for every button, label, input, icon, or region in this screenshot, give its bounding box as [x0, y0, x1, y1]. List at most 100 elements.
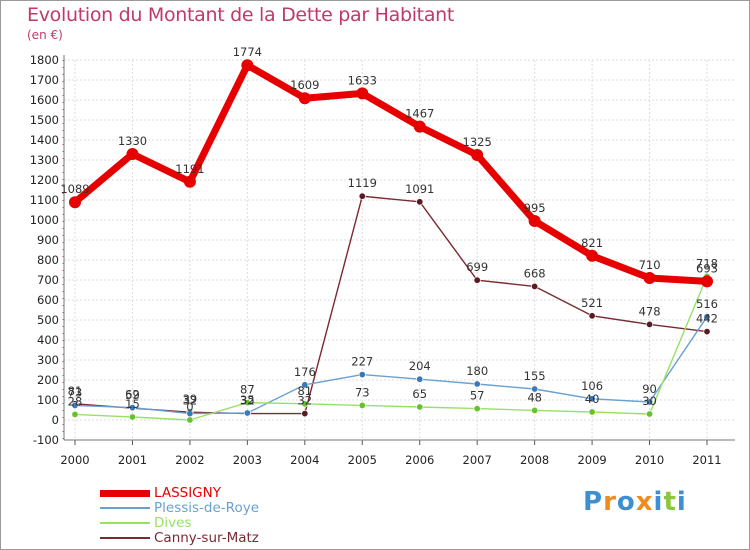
data-label: 478 [639, 304, 661, 318]
legend-item: LASSIGNY [100, 486, 360, 501]
data-point [301, 381, 309, 389]
logo-letter: P [583, 487, 604, 517]
y-tick-label: 400 [37, 333, 59, 347]
y-tick-label: 1000 [30, 213, 59, 227]
chart-title: Evolution du Montant de la Dette par Hab… [27, 4, 455, 26]
data-point [588, 312, 596, 320]
data-label: 442 [696, 312, 718, 326]
y-tick-label: 1700 [30, 73, 59, 87]
data-point [531, 282, 539, 290]
data-label: 32 [297, 394, 312, 408]
data-label: 73 [68, 385, 83, 399]
y-tick-label: 1500 [30, 113, 59, 127]
y-tick-label: 1300 [30, 153, 59, 167]
data-point [646, 410, 654, 418]
data-label: 90 [642, 382, 657, 396]
data-label: 81 [297, 384, 312, 398]
x-tick-label: 2007 [463, 453, 492, 467]
data-label: 995 [524, 201, 546, 215]
data-label: 1774 [233, 45, 262, 59]
x-tick-label: 2010 [635, 453, 664, 467]
data-label: 1633 [348, 73, 377, 87]
data-label: 155 [524, 369, 546, 383]
legend-swatch [100, 537, 150, 539]
x-tick-label: 2001 [118, 453, 147, 467]
y-tick-label: 1800 [30, 53, 59, 67]
y-tick-label: -100 [33, 433, 59, 447]
data-point [531, 406, 539, 414]
data-label: 40 [585, 392, 600, 406]
proxiti-logo: Proxiti [583, 487, 687, 517]
data-point [413, 120, 426, 133]
data-point [588, 395, 596, 403]
data-label: 59 [125, 388, 140, 402]
data-point [356, 87, 369, 100]
data-label: 32 [240, 394, 255, 408]
data-label: 32 [183, 394, 198, 408]
data-label: 1119 [348, 176, 377, 190]
y-tick-label: 700 [37, 273, 59, 287]
data-point [586, 249, 599, 262]
data-point [646, 398, 654, 406]
data-point [186, 416, 194, 424]
x-tick-label: 2008 [520, 453, 549, 467]
data-point [473, 380, 481, 388]
data-point [128, 404, 136, 412]
data-label: 106 [581, 379, 603, 393]
data-label: 39 [183, 392, 198, 406]
data-point [69, 196, 81, 209]
x-tick-label: 2000 [60, 453, 89, 467]
y-tick-label: 1200 [30, 173, 59, 187]
y-tick-label: 1600 [30, 93, 59, 107]
data-point [243, 409, 251, 417]
legend-label: Plessis-de-Roye [154, 500, 259, 516]
data-point [126, 148, 139, 160]
data-point [416, 403, 424, 411]
data-point [703, 328, 711, 336]
legend-label: Dives [154, 515, 192, 531]
data-label: 1330 [118, 134, 147, 148]
logo-letter: i [653, 487, 664, 517]
data-point [646, 320, 654, 328]
data-label: 35 [240, 393, 255, 407]
data-point [416, 198, 424, 206]
y-tick-label: 900 [37, 233, 59, 247]
x-tick-label: 2002 [175, 453, 204, 467]
legend-label: LASSIGNY [154, 485, 221, 501]
data-label: 718 [696, 256, 718, 270]
data-point [71, 401, 79, 409]
data-label: 1089 [60, 182, 89, 196]
data-label: 176 [294, 365, 316, 379]
data-point [416, 375, 424, 383]
data-point [473, 405, 481, 413]
data-label: 668 [524, 266, 546, 280]
data-point [703, 313, 711, 321]
data-label: 87 [240, 383, 255, 397]
data-label: 65 [412, 387, 427, 401]
data-label: 1467 [405, 107, 434, 121]
series-line-lassigny [71, 61, 711, 285]
legend-swatch [100, 490, 150, 497]
data-label: 28 [68, 394, 83, 408]
y-tick-label: 800 [37, 253, 59, 267]
y-tick-label: 0 [52, 413, 59, 427]
series-line-canny-sur-matz [74, 195, 708, 415]
data-point [701, 275, 713, 288]
data-point [473, 276, 481, 284]
data-point [301, 410, 309, 418]
logo-letter: i [676, 487, 687, 517]
data-label: 204 [409, 359, 431, 373]
y-tick-label: 100 [37, 393, 59, 407]
series-line-dives [74, 275, 708, 421]
data-label: 710 [639, 258, 661, 272]
data-label: 0 [186, 400, 193, 414]
y-tick-label: 600 [37, 293, 59, 307]
data-label: 57 [470, 389, 485, 403]
legend-item: Plessis-de-Roye [100, 501, 360, 516]
legend-label: Canny-sur-Matz [154, 530, 259, 546]
data-label: 693 [696, 261, 718, 275]
data-label: 30 [642, 394, 657, 408]
data-point [183, 175, 196, 188]
